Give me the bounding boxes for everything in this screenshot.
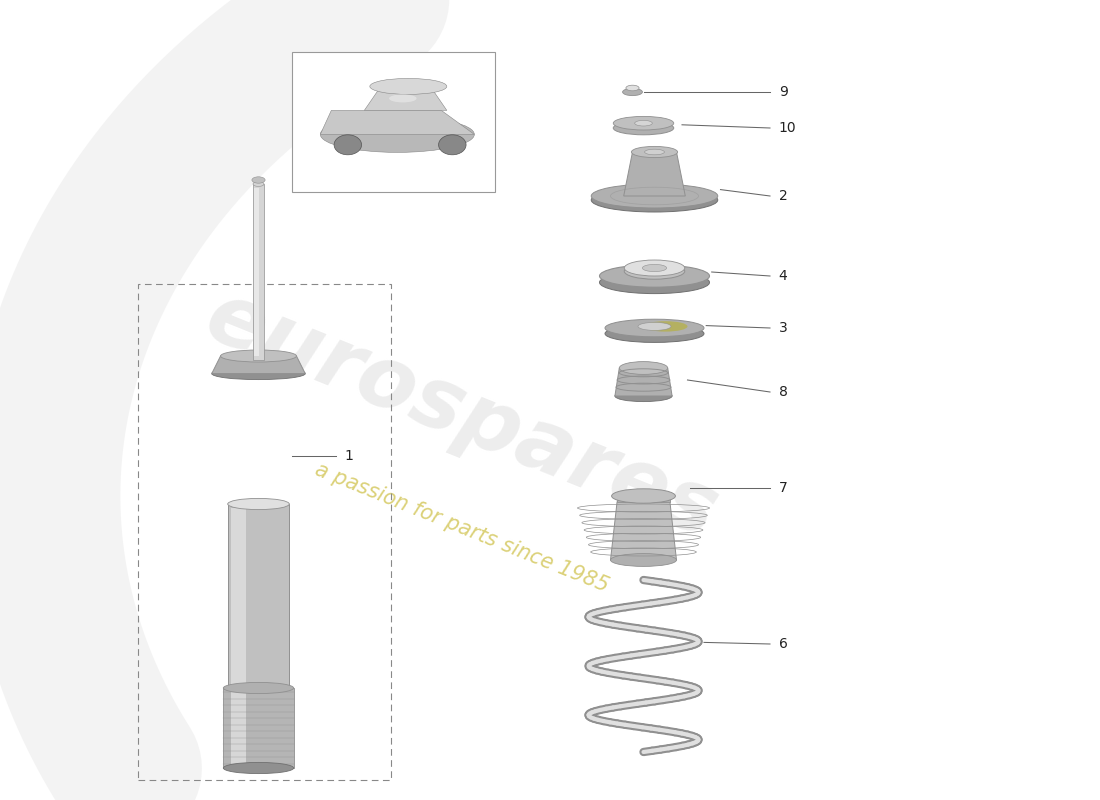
Polygon shape — [617, 496, 670, 502]
Ellipse shape — [614, 122, 673, 134]
Polygon shape — [624, 152, 685, 196]
Ellipse shape — [223, 762, 294, 774]
Ellipse shape — [228, 498, 289, 510]
Text: a passion for parts since 1985: a passion for parts since 1985 — [312, 460, 612, 596]
Ellipse shape — [612, 489, 675, 503]
Text: 6: 6 — [779, 637, 788, 651]
Text: 9: 9 — [779, 85, 788, 99]
Ellipse shape — [600, 265, 710, 287]
Ellipse shape — [592, 184, 717, 208]
Ellipse shape — [600, 271, 710, 294]
Ellipse shape — [625, 263, 684, 279]
Polygon shape — [211, 356, 305, 374]
Polygon shape — [364, 86, 447, 110]
Bar — [231, 508, 246, 764]
Ellipse shape — [252, 177, 265, 183]
Ellipse shape — [615, 390, 672, 402]
Ellipse shape — [614, 117, 673, 130]
Ellipse shape — [334, 135, 362, 155]
Polygon shape — [615, 368, 672, 396]
Ellipse shape — [642, 264, 667, 272]
Ellipse shape — [223, 682, 294, 694]
Text: 10: 10 — [779, 121, 796, 135]
Ellipse shape — [389, 94, 417, 102]
Ellipse shape — [610, 554, 676, 566]
Bar — [254, 188, 258, 356]
Ellipse shape — [220, 350, 297, 362]
Bar — [253, 184, 264, 360]
Text: 1: 1 — [344, 449, 353, 463]
Ellipse shape — [605, 319, 704, 337]
Polygon shape — [610, 502, 676, 560]
Polygon shape — [320, 110, 474, 134]
Text: 2: 2 — [779, 189, 788, 203]
Ellipse shape — [631, 146, 678, 158]
Ellipse shape — [370, 78, 447, 94]
Ellipse shape — [626, 86, 639, 90]
Bar — [292, 52, 495, 192]
Ellipse shape — [623, 88, 642, 96]
Ellipse shape — [625, 260, 684, 276]
Ellipse shape — [253, 182, 264, 186]
Text: 4: 4 — [779, 269, 788, 283]
Ellipse shape — [439, 135, 466, 155]
Bar — [138, 284, 390, 780]
Text: 7: 7 — [779, 481, 788, 495]
Ellipse shape — [645, 149, 664, 154]
Ellipse shape — [320, 116, 474, 152]
Ellipse shape — [592, 188, 717, 212]
Text: eurospares: eurospares — [194, 275, 730, 557]
Ellipse shape — [211, 368, 306, 380]
Ellipse shape — [638, 322, 671, 330]
Text: 3: 3 — [779, 321, 788, 335]
Bar — [228, 504, 289, 768]
Ellipse shape — [619, 362, 668, 374]
Ellipse shape — [644, 322, 688, 331]
Ellipse shape — [635, 121, 652, 126]
Ellipse shape — [605, 325, 704, 342]
Text: 8: 8 — [779, 385, 788, 399]
Bar — [223, 688, 294, 768]
